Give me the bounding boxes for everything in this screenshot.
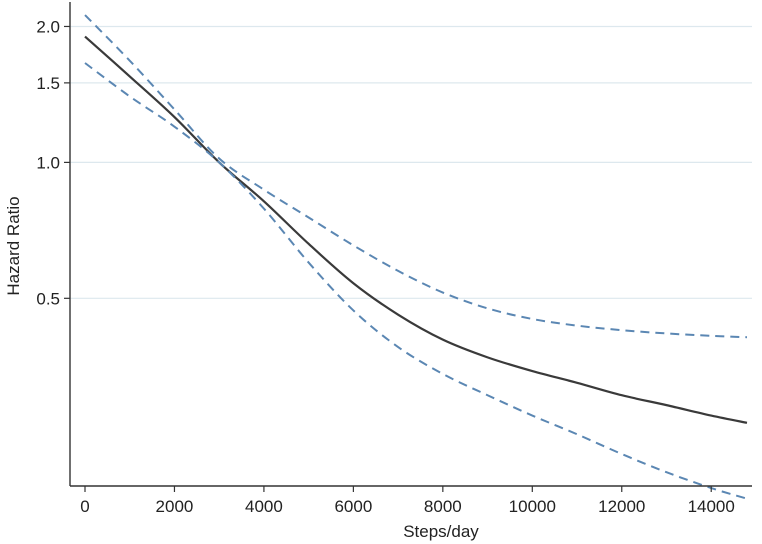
x-tick-label-4: 8000 (424, 497, 462, 516)
x-tick-label-0: 0 (80, 497, 89, 516)
x-tick-label-6: 12000 (598, 497, 645, 516)
x-tick-label-5: 10000 (509, 497, 556, 516)
series-layer (84, 14, 748, 500)
hazard-ratio-estimate-line (84, 35, 748, 424)
tick-layer: 0.5 1.0 1.5 2.0 0 2000 4000 6000 8000 10000 12000 1… (36, 17, 734, 516)
y-tick-label-2: 1.5 (36, 74, 60, 93)
x-tick-label-7: 14000 (688, 497, 735, 516)
y-axis-title: Hazard Ratio (4, 196, 23, 295)
x-axis-title: Steps/day (403, 522, 479, 541)
x-tick-label-1: 2000 (156, 497, 194, 516)
x-tick-label-3: 6000 (334, 497, 372, 516)
y-tick-label-0: 0.5 (36, 289, 60, 308)
lower-confidence-bound-line (84, 62, 748, 500)
gridlines (70, 25, 752, 299)
upper-confidence-bound-line (84, 14, 748, 339)
y-tick-label-3: 2.0 (36, 17, 60, 36)
y-tick-label-1: 1.0 (36, 153, 60, 172)
x-tick-label-2: 4000 (245, 497, 283, 516)
axes (69, 2, 752, 487)
